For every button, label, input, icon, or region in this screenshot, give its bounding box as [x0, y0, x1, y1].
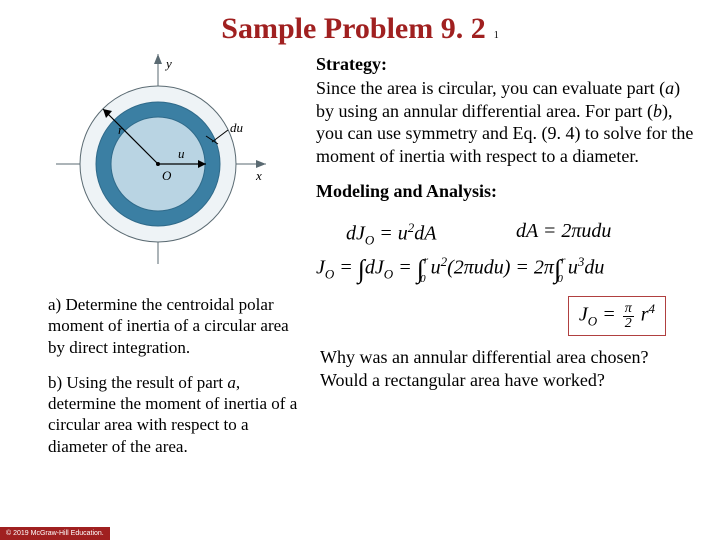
svg-text:O: O [162, 168, 172, 183]
equation-result-box: JO = π2 r4 [568, 296, 666, 336]
question-a: a) Determine the centroidal polar moment… [48, 294, 308, 358]
equation-1: dJO = u2dA [346, 220, 437, 249]
strategy-a: a [665, 78, 674, 98]
equation-3: JO = ∫dJO = ∫r0 u2(2πudu) = 2π∫r0 u3du [316, 254, 604, 285]
page-title-suffix: 1 [494, 30, 499, 41]
equations-block: dJO = u2dA dA = 2πudu JO = ∫dJO = ∫r0 u2… [316, 220, 700, 340]
strategy-heading: Strategy: [316, 54, 700, 75]
strategy-b: b [653, 101, 662, 121]
svg-text:du: du [230, 120, 244, 135]
svg-text:x: x [255, 168, 262, 183]
strategy-body: Since the area is circular, you can eval… [316, 77, 700, 167]
modeling-heading: Modeling and Analysis: [316, 181, 700, 202]
figure-annular-area: y x r u du O [48, 54, 268, 274]
discussion-questions: Why was an annular differential area cho… [316, 346, 700, 391]
page-title: Sample Problem 9. 2 [221, 12, 485, 45]
strategy-pre: Since the area is circular, you can eval… [316, 78, 665, 98]
svg-text:y: y [164, 56, 172, 71]
copyright-footer: © 2019 McGraw-Hill Education. [0, 527, 110, 540]
question-b: b) Using the result of part a, determine… [48, 372, 308, 457]
question-b-a: a [227, 373, 236, 392]
why-line-1: Why was an annular differential area cho… [320, 346, 700, 369]
svg-text:u: u [178, 146, 185, 161]
equation-2: dA = 2πudu [516, 220, 611, 243]
question-b-pre: b) Using the result of part [48, 373, 227, 392]
why-line-2: Would a rectangular area have worked? [320, 369, 700, 392]
